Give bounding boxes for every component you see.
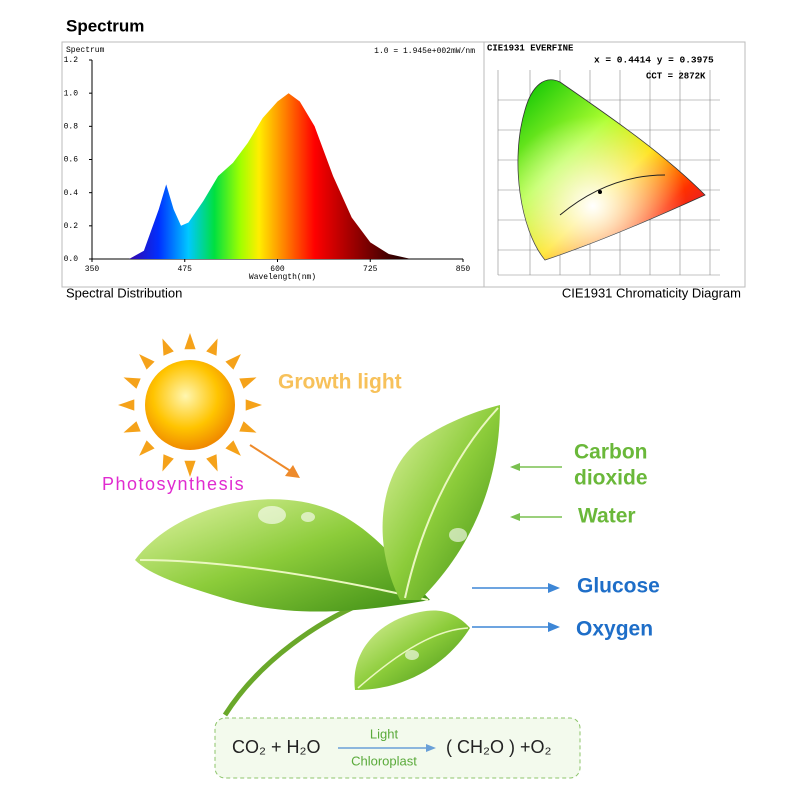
output-label: Oxygen xyxy=(576,618,653,641)
y-tick-label: 0.6 xyxy=(64,156,79,165)
x-tick-label: 725 xyxy=(363,265,378,274)
sun-ray xyxy=(184,333,196,350)
sun-ray xyxy=(139,354,155,370)
sun-ray xyxy=(225,354,241,370)
arrow xyxy=(472,583,560,593)
spectrum-area xyxy=(129,93,412,259)
sun-ray xyxy=(225,440,241,456)
sun-ray xyxy=(206,338,218,356)
arrow xyxy=(472,622,560,632)
sun-disc xyxy=(145,360,235,450)
input-label: dioxide xyxy=(574,467,648,490)
sun xyxy=(118,333,262,477)
sun-ray xyxy=(239,421,257,433)
arrow xyxy=(510,513,562,521)
sun-ray xyxy=(239,377,257,389)
input-label: Water xyxy=(578,505,636,528)
equation-left: CO₂ + H₂O xyxy=(232,737,321,757)
sun-ray xyxy=(245,399,262,411)
caption: CIE1931 Chromaticity Diagram xyxy=(562,285,741,300)
coordinates: x = 0.4414 y = 0.3975 xyxy=(594,55,714,66)
arrow xyxy=(249,444,300,478)
label: Growth light xyxy=(278,371,402,394)
caption: Spectral Distribution xyxy=(66,285,182,300)
condition: Light xyxy=(370,726,399,741)
sun-ray xyxy=(123,377,141,389)
x-tick-label: 350 xyxy=(85,265,100,274)
sun-ray xyxy=(162,454,174,472)
y-tick-label: 1.2 xyxy=(64,56,79,65)
section-title: Spectrum xyxy=(66,16,144,35)
cct: CCT = 2872K xyxy=(646,71,706,81)
input-label: Carbon xyxy=(574,441,648,464)
plant xyxy=(135,405,500,717)
x-axis-label: Wavelength(nm) xyxy=(249,273,316,282)
arrow xyxy=(338,744,436,752)
x-tick-label: 600 xyxy=(270,265,285,274)
sun-ray xyxy=(184,460,196,477)
y-tick-label: 0.2 xyxy=(64,222,79,231)
sun-ray xyxy=(162,338,174,356)
y-axis-label: Spectrum xyxy=(66,46,105,55)
label: Photosynthesis xyxy=(102,474,245,494)
sun-ray xyxy=(206,454,218,472)
output-label: Glucose xyxy=(577,575,660,598)
condition: Chloroplast xyxy=(351,753,417,768)
cie-diagram xyxy=(497,70,720,276)
y-tick-label: 0.0 xyxy=(64,255,79,264)
arrow xyxy=(510,463,562,471)
sun-ray xyxy=(123,421,141,433)
y-tick-label: 1.0 xyxy=(64,89,79,98)
y-tick-label: 0.4 xyxy=(64,189,79,198)
x-tick-label: 475 xyxy=(178,265,193,274)
annotation: 1.0 = 1.945e+002mW/nm xyxy=(374,47,475,56)
panel-frame xyxy=(61,41,746,288)
sun-ray xyxy=(139,440,155,456)
sun-ray xyxy=(118,399,135,411)
x-tick-label: 850 xyxy=(456,265,471,274)
equation-right: ( CH₂O ) +O₂ xyxy=(446,737,551,757)
diagram-title: CIE1931 EVERFINE xyxy=(487,43,574,53)
y-tick-label: 0.8 xyxy=(64,122,79,131)
